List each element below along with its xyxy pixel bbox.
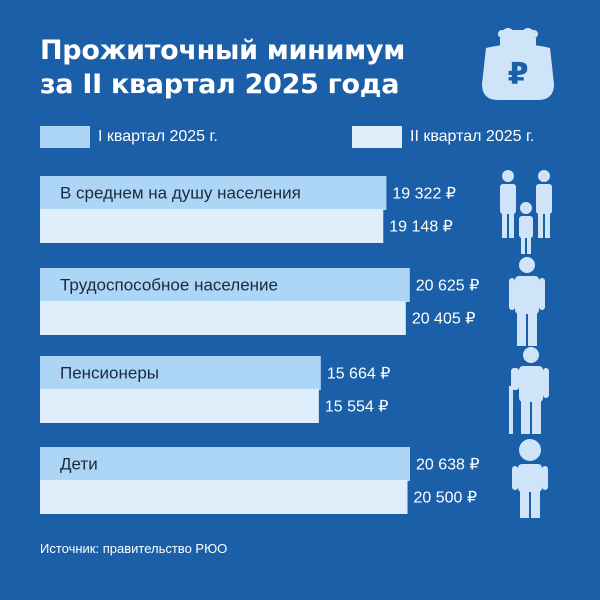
child-icon: [512, 439, 548, 518]
title-line-2: за II квартал 2025 года: [40, 69, 400, 100]
legend-item-q1: I квартал 2025 г.: [40, 125, 218, 149]
legend-label-q1: I квартал 2025 г.: [98, 128, 218, 145]
value-label-q1-0: 19 322 ₽: [392, 186, 456, 203]
bar-q2-3: [40, 480, 408, 514]
legend-swatch-q1: [40, 126, 90, 148]
page-title: Прожиточный минимум за II квартал 2025 г…: [40, 34, 470, 102]
category-label-1: Трудоспособное население: [60, 276, 278, 295]
bar-q2-0: [40, 209, 384, 243]
family-icon: [500, 170, 552, 254]
value-label-q2-3: 20 500 ₽: [414, 490, 478, 507]
ruble-glyph: ₽: [508, 57, 529, 92]
value-label-q2-2: 15 554 ₽: [325, 399, 389, 416]
value-label-q1-1: 20 625 ₽: [416, 278, 480, 295]
bar-q2-1: [40, 301, 406, 335]
value-label-q2-1: 20 405 ₽: [412, 311, 476, 328]
legend-label-q2: II квартал 2025 г.: [410, 128, 535, 145]
category-label-2: Пенсионеры: [60, 364, 159, 383]
category-label-3: Дети: [60, 455, 98, 474]
wallet-ruble-icon: ₽: [482, 28, 554, 100]
bar-q2-2: [40, 389, 319, 423]
value-label-q2-0: 19 148 ₽: [389, 219, 453, 236]
category-label-0: В среднем на душу населения: [60, 184, 301, 203]
legend-item-q2: II квартал 2025 г.: [352, 125, 534, 149]
legend-swatch-q2: [352, 126, 402, 148]
pensioner-icon: [509, 347, 549, 434]
bar-q1-2: [40, 356, 321, 390]
bar-q1-0: [40, 176, 387, 210]
bar-q1-3: [40, 447, 410, 481]
title-line-1: Прожиточный минимум: [40, 35, 405, 66]
working-adult-icon: [509, 257, 545, 346]
value-label-q1-2: 15 664 ₽: [327, 366, 391, 383]
bar-q1-1: [40, 268, 410, 302]
value-label-q1-3: 20 638 ₽: [416, 457, 480, 474]
source-note: Источник: правительство РЮО: [40, 541, 228, 556]
